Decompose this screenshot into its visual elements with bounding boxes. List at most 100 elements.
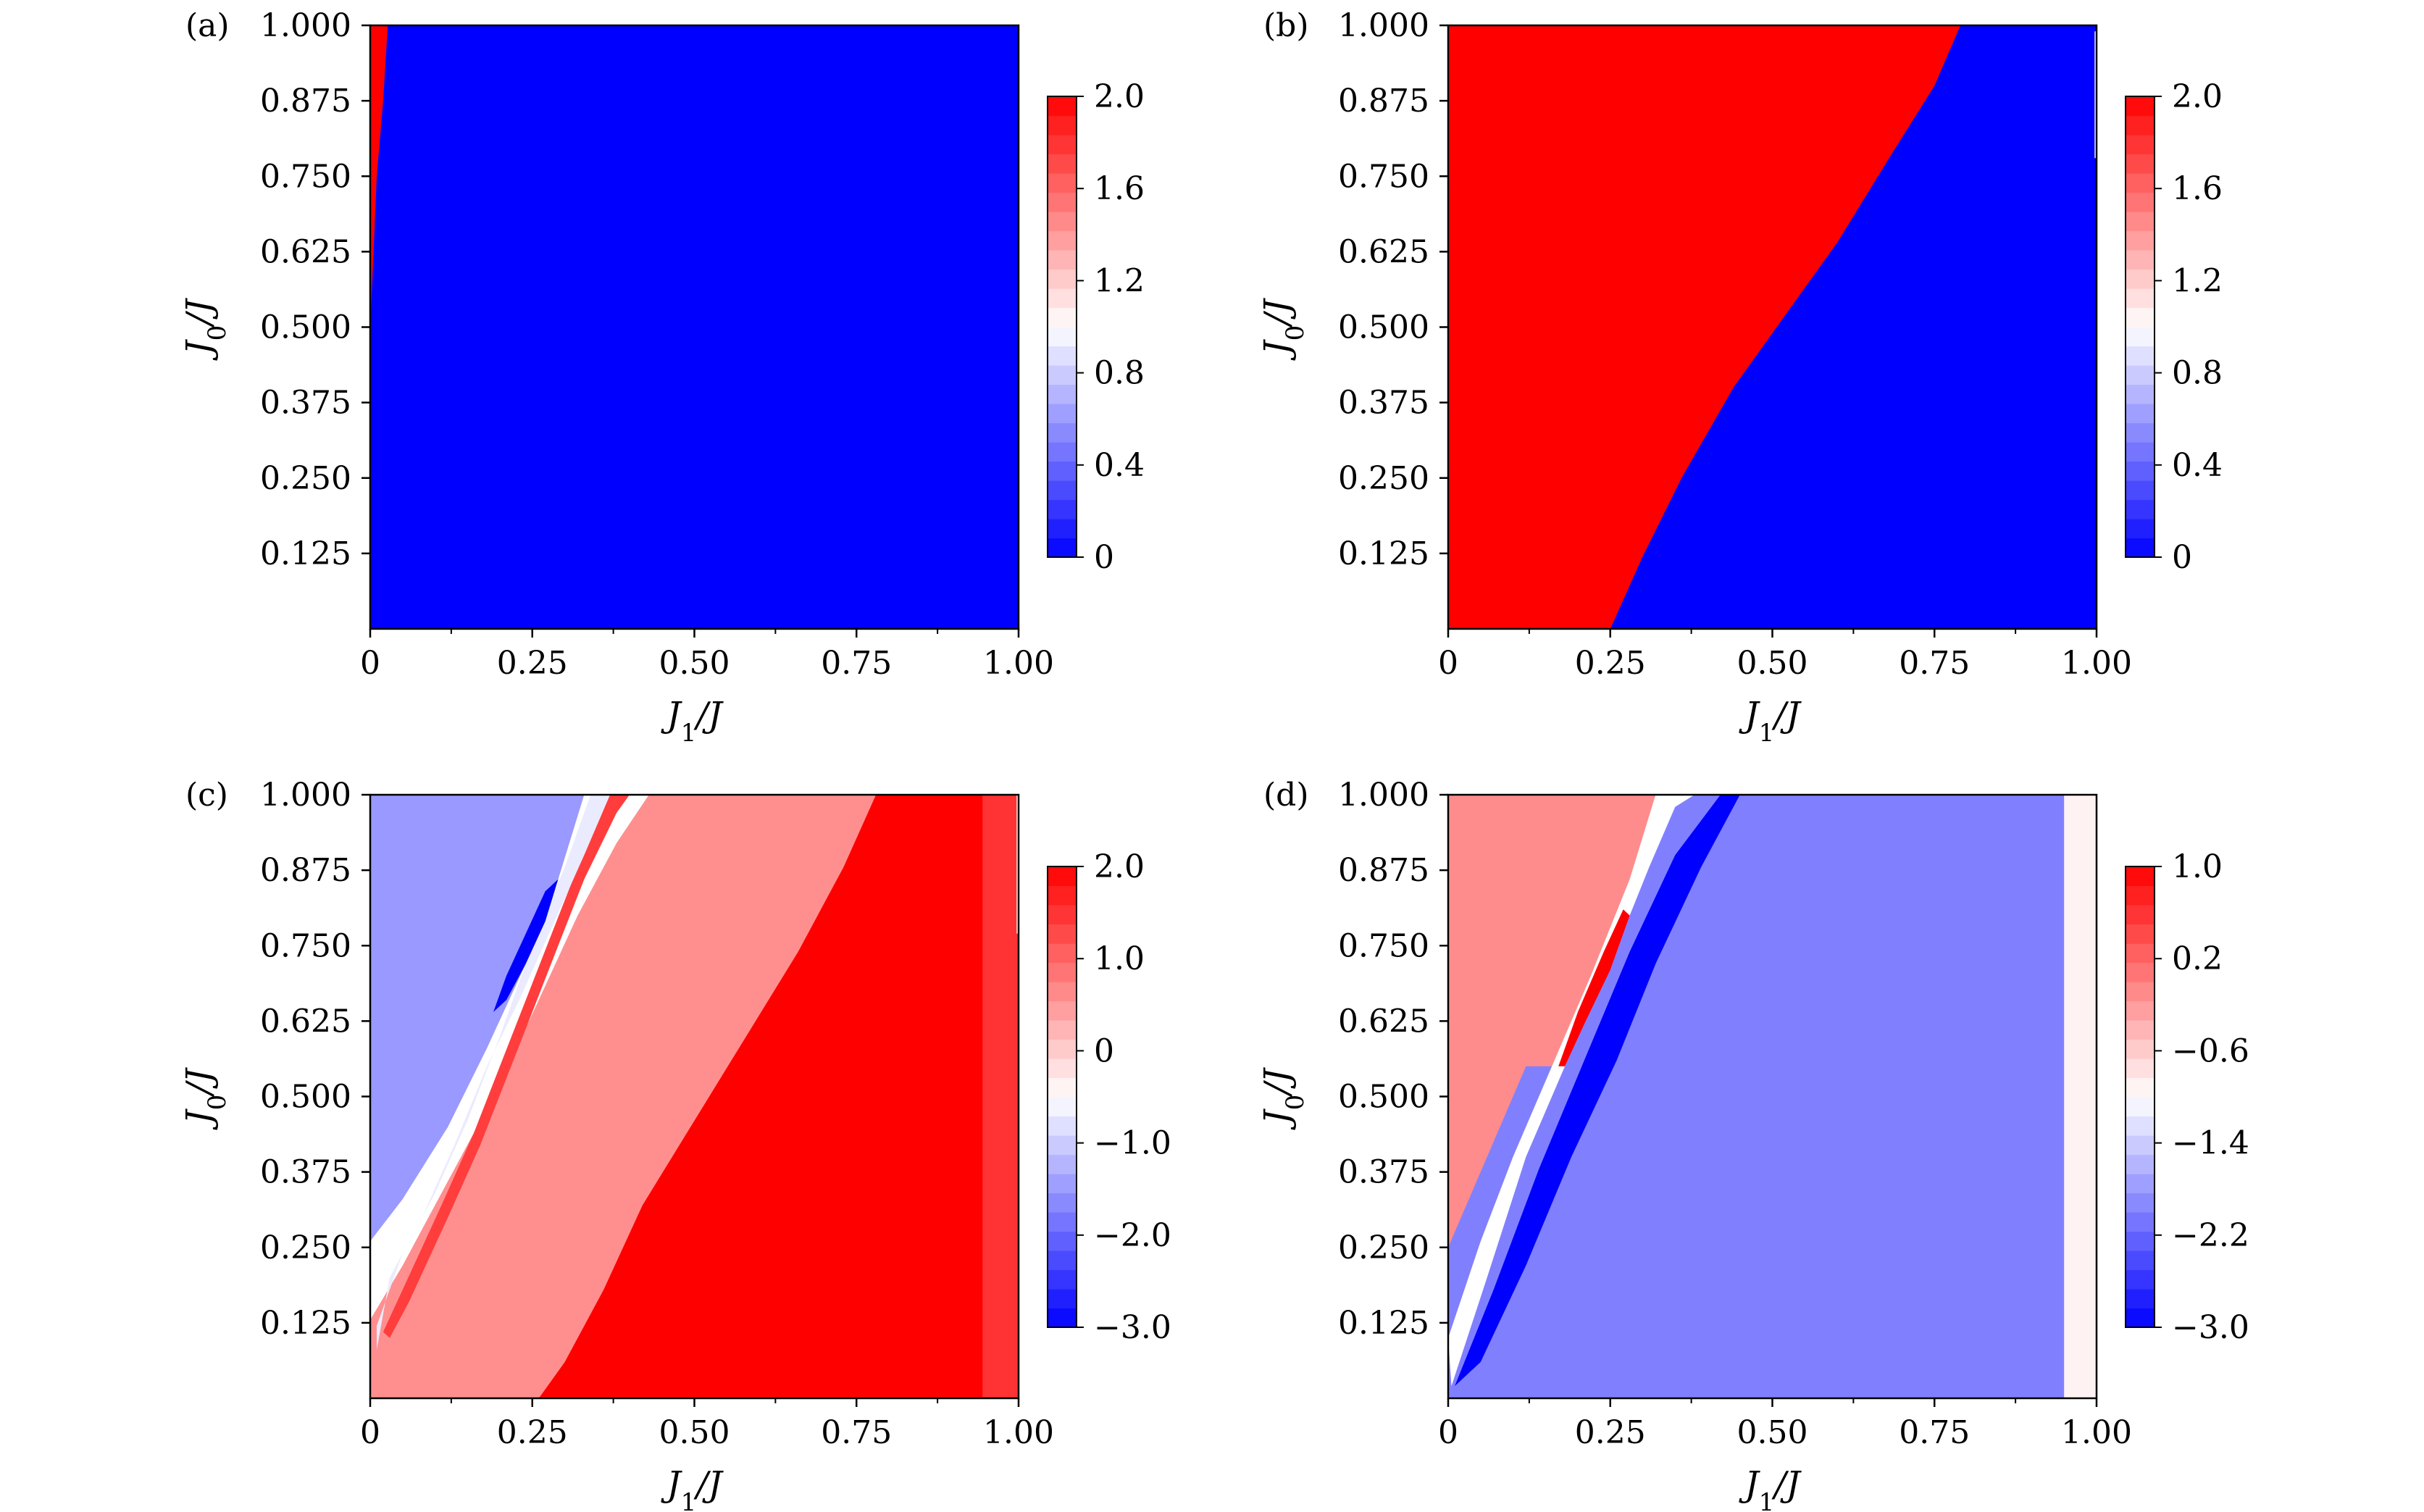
colorbar-segment	[1048, 1116, 1077, 1136]
colorbar-segment	[2126, 480, 2155, 501]
x-tick-label: 0	[1438, 645, 1458, 682]
panel-label: (c)	[185, 777, 228, 814]
colorbar-tick-label: 2.0	[1094, 848, 1145, 885]
y-axis-label: J0/J	[1257, 298, 1310, 362]
y-tick-label: 0.750	[260, 927, 351, 964]
colorbar-segment	[1048, 173, 1077, 193]
colorbar-segment	[1048, 230, 1077, 251]
colorbar-tick-label: 0.8	[2172, 355, 2223, 392]
colorbar-segment	[1048, 519, 1077, 539]
x-tick-label: 0.50	[659, 645, 730, 682]
x-tick-label: 0.25	[497, 1414, 568, 1451]
colorbar-segment	[2126, 519, 2155, 539]
x-tick-label: 0.50	[1737, 645, 1808, 682]
y-tick-label: 1.000	[1338, 777, 1429, 814]
colorbar-segment	[1048, 905, 1077, 925]
colorbar-segment	[1048, 115, 1077, 135]
x-tick-label: 0.25	[1575, 645, 1646, 682]
heatmap-region-0	[370, 25, 1019, 629]
x-axis-label: J1/J	[1738, 695, 1802, 748]
y-tick-label: 0.250	[1338, 1229, 1429, 1266]
x-tick-label: 0.75	[821, 1414, 892, 1451]
colorbar-segment	[2126, 327, 2155, 347]
colorbar-segment	[1048, 442, 1077, 462]
colorbar-segment	[2126, 943, 2155, 964]
colorbar-segment	[2126, 1250, 2155, 1271]
colorbar-segment	[1048, 307, 1077, 327]
colorbar-tick-label: 1.6	[2172, 170, 2223, 207]
colorbar-segment	[2126, 461, 2155, 481]
y-tick-label: 0.125	[260, 1305, 351, 1342]
colorbar-segment	[1048, 1269, 1077, 1290]
colorbar-segment	[1048, 499, 1077, 519]
x-tick-label: 1.00	[983, 645, 1054, 682]
colorbar-tick-label: 1.0	[2172, 848, 2223, 885]
y-tick-label: 0.625	[1338, 1003, 1429, 1040]
colorbar-tick-label: 0.8	[1094, 355, 1145, 392]
colorbar-segment	[2126, 154, 2155, 174]
colorbar-segment	[2126, 885, 2155, 906]
colorbar-tick-label: −0.6	[2172, 1032, 2249, 1069]
x-axis-label: J1/J	[1738, 1464, 1802, 1512]
y-tick-label: 0.750	[260, 158, 351, 195]
heatmap-region-6	[493, 879, 559, 1012]
x-tick-label: 0.50	[659, 1414, 730, 1451]
y-tick-label: 0.375	[260, 385, 351, 422]
colorbar-segment	[2126, 404, 2155, 424]
x-tick-label: 0.75	[1899, 1414, 1970, 1451]
colorbar-segment	[1048, 96, 1077, 117]
panel-label: (a)	[185, 7, 230, 44]
colorbar-segment	[1048, 1250, 1077, 1271]
colorbar-segment	[1048, 288, 1077, 309]
colorbar-frame	[1047, 866, 1077, 1328]
colorbar-tick-label: 2.0	[1094, 78, 1145, 115]
colorbar-segment	[2126, 1308, 2155, 1328]
colorbar-tick-label: 0	[2172, 539, 2192, 576]
x-axis-label: J1/J	[660, 1464, 724, 1512]
colorbar-segment	[2126, 1058, 2155, 1079]
colorbar-segment	[2126, 1289, 2155, 1309]
colorbar-segment	[1048, 1020, 1077, 1040]
heatmap-region-3	[982, 795, 1019, 1398]
colorbar-tick-label: −3.0	[1094, 1309, 1171, 1346]
heatmap-region-2	[1448, 795, 1656, 1248]
colorbar-segment	[1048, 384, 1077, 404]
colorbar-segment	[1048, 365, 1077, 385]
colorbar-segment	[2126, 1039, 2155, 1059]
x-axis-label: J1/J	[660, 695, 724, 748]
colorbar-tick-label: −2.2	[2172, 1217, 2249, 1254]
x-tick-label: 0.75	[821, 645, 892, 682]
heatmap-region-5	[1558, 909, 1630, 1066]
x-tick-label: 0	[360, 1414, 380, 1451]
x-tick-label: 0.75	[1899, 645, 1970, 682]
colorbar-segment	[1048, 461, 1077, 481]
colorbar-segment	[2126, 499, 2155, 519]
y-tick-label: 0.500	[260, 309, 351, 346]
x-tick-label: 0	[360, 645, 380, 682]
colorbar-segment	[2126, 1193, 2155, 1213]
y-axis-label: J0/J	[179, 298, 232, 362]
colorbar-tick-label: 0	[1094, 539, 1114, 576]
y-tick-label: 0.125	[260, 535, 351, 572]
panel-label: (d)	[1263, 777, 1309, 814]
y-tick-label: 1.000	[260, 7, 351, 44]
heatmap-region-1	[2064, 795, 2097, 1398]
y-tick-label: 1.000	[1338, 7, 1429, 44]
colorbar-segment	[1048, 924, 1077, 944]
colorbar-segment	[2126, 1174, 2155, 1194]
y-tick-label: 0.625	[260, 233, 351, 270]
colorbar: 0 0.4 0.8 1.2 1.6 2.0	[2125, 78, 2223, 576]
colorbar-segment	[1048, 1154, 1077, 1174]
panel-b: 0 0.25 0.50 0.75 1.00 0.125 0.250 0.375 0.500 0.6…	[1257, 7, 2223, 748]
heatmap-region-4	[1455, 795, 1740, 1387]
heatmap-region-1	[370, 25, 388, 327]
colorbar-tick-label: 0.4	[2172, 447, 2223, 484]
x-tick-label: 0.50	[1737, 1414, 1808, 1451]
colorbar-tick-label: −3.0	[2172, 1309, 2249, 1346]
y-tick-label: 0.500	[1338, 309, 1429, 346]
colorbar-segment	[1048, 212, 1077, 232]
y-tick-label: 0.875	[1338, 83, 1429, 120]
colorbar-tick-label: −2.0	[1094, 1217, 1171, 1254]
y-tick-label: 0.500	[260, 1079, 351, 1116]
colorbar-segment	[2126, 442, 2155, 462]
